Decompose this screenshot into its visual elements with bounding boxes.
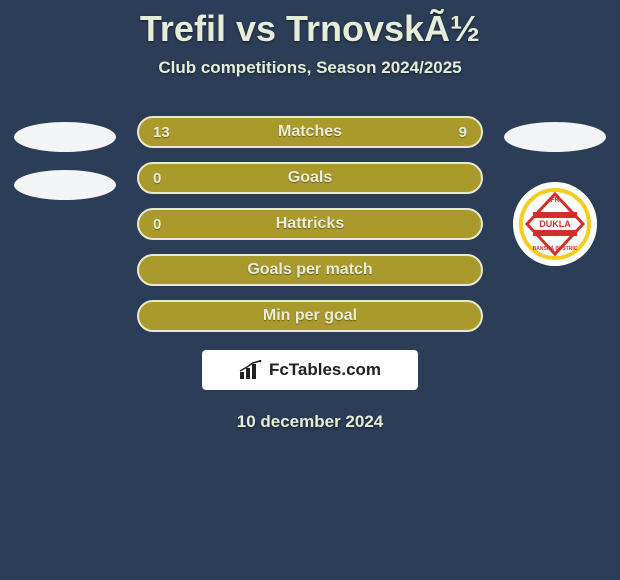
svg-text:FK: FK	[550, 197, 559, 204]
subtitle: Club competitions, Season 2024/2025	[0, 58, 620, 78]
bar-chart-icon	[239, 360, 263, 380]
stat-row-mpg: Min per goal	[137, 300, 483, 332]
stat-label: Goals per match	[247, 261, 372, 279]
page-title: Trefil vs TrnovskÃ½	[0, 0, 620, 50]
team-badge: FK DUKLA BANSKÁ BYSTRIC	[513, 182, 597, 266]
branding-text: FcTables.com	[269, 360, 381, 380]
comparison-card: Trefil vs TrnovskÃ½ Club competitions, S…	[0, 0, 620, 580]
stat-row-gpm: Goals per match	[137, 254, 483, 286]
stat-row-matches: 13 Matches 9	[137, 116, 483, 148]
stat-row-goals: 0 Goals	[137, 162, 483, 194]
stat-label: Matches	[278, 123, 342, 141]
svg-text:BANSKÁ BYSTRIC: BANSKÁ BYSTRIC	[533, 245, 578, 252]
date-text: 10 december 2024	[0, 412, 620, 432]
stat-left-value: 0	[153, 170, 161, 187]
right-team-placeholders: FK DUKLA BANSKÁ BYSTRIC	[500, 122, 610, 266]
branding-box: FcTables.com	[202, 350, 418, 390]
placeholder-pill	[14, 122, 116, 152]
placeholder-pill	[14, 170, 116, 200]
svg-text:DUKLA: DUKLA	[539, 219, 571, 229]
dukla-badge-svg: FK DUKLA BANSKÁ BYSTRIC	[513, 182, 597, 266]
left-team-placeholders	[10, 122, 120, 200]
placeholder-pill	[504, 122, 606, 152]
stat-left-value: 0	[153, 216, 161, 233]
stat-left-value: 13	[153, 124, 170, 141]
stat-row-hattricks: 0 Hattricks	[137, 208, 483, 240]
stat-right-value: 9	[459, 124, 467, 141]
stat-label: Goals	[288, 169, 332, 187]
stat-label: Hattricks	[276, 215, 344, 233]
stat-label: Min per goal	[263, 307, 357, 325]
